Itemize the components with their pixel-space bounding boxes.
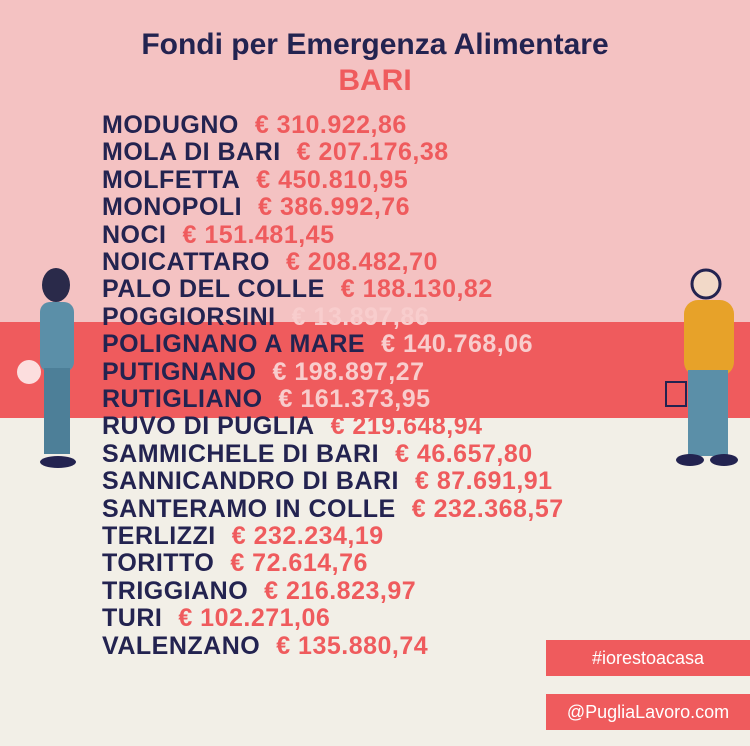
municipality: MONOPOLI	[102, 193, 243, 222]
municipality: PALO DEL COLLE	[102, 275, 325, 304]
municipality: VALENZANO	[102, 631, 261, 660]
amount: € 310.922,86	[254, 111, 407, 139]
fund-row: SANNICANDRO DI BARI € 87.691,91	[102, 468, 553, 495]
amount: € 386.992,76	[258, 193, 411, 222]
municipality: TORITTO	[102, 549, 215, 578]
hashtag: #iorestoacasa	[546, 640, 750, 676]
fund-row: TERLIZZI € 232.234,19	[102, 523, 384, 550]
municipality: NOICATTARO	[102, 248, 270, 276]
amount: € 219.648,94	[330, 412, 483, 441]
amount: € 198.897,27	[272, 357, 425, 386]
fund-row: VALENZANO € 135.880,74	[102, 631, 429, 660]
fund-row: POLIGNANO A MARE € 140.768,06	[102, 331, 533, 358]
municipality: RUTIGLIANO	[102, 385, 263, 413]
amount: € 13.897,86	[291, 302, 430, 331]
municipality: PUTIGNANO	[102, 357, 257, 386]
fund-row: TRIGGIANO € 216.823,97	[102, 576, 417, 605]
fund-row: PALO DEL COLLE € 188.130,82	[102, 276, 493, 303]
amount: € 135.880,74	[276, 631, 429, 660]
fund-row: SAMMICHELE DI BARI € 46.657,80	[102, 439, 533, 468]
amount: € 46.657,80	[395, 439, 533, 468]
municipality: SANNICANDRO DI BARI	[102, 467, 399, 496]
amount: € 87.691,91	[415, 467, 553, 496]
amount: € 151.481,45	[182, 220, 335, 249]
municipality: MOLFETTA	[102, 165, 241, 194]
woman-figure	[8, 268, 76, 468]
fund-row: SANTERAMO IN COLLE € 232.368,57	[102, 494, 564, 523]
amount: € 232.234,19	[231, 522, 384, 550]
amount: € 140.768,06	[381, 330, 534, 359]
title: Fondi per Emergenza Alimentare	[141, 28, 609, 61]
fund-row: TURI € 102.271,06	[102, 605, 330, 632]
fund-row: TORITTO € 72.614,76	[102, 550, 368, 577]
fund-row: MONOPOLI € 386.992,76	[102, 194, 410, 221]
amount: € 232.368,57	[411, 494, 564, 523]
municipality: TERLIZZI	[102, 522, 216, 550]
amount: € 450.810,95	[256, 165, 409, 194]
amount: € 102.271,06	[178, 604, 331, 633]
handle: @PugliaLavoro.com	[546, 694, 750, 730]
fund-row: RUVO DI PUGLIA € 219.648,94	[102, 413, 483, 440]
fund-row: RUTIGLIANO € 161.373,95	[102, 386, 431, 413]
fund-row: MOLA DI BARI € 207.176,38	[102, 139, 449, 166]
subtitle: BARI	[338, 64, 412, 97]
fund-row: NOICATTARO € 208.482,70	[102, 249, 438, 276]
municipality: RUVO DI PUGLIA	[102, 412, 315, 441]
municipality: MOLA DI BARI	[102, 138, 281, 167]
amount: € 72.614,76	[230, 549, 368, 578]
municipality: POLIGNANO A MARE	[102, 330, 366, 359]
amount: € 208.482,70	[285, 248, 438, 276]
municipality: TRIGGIANO	[102, 576, 249, 605]
amount: € 161.373,95	[278, 385, 431, 413]
amount: € 188.130,82	[340, 275, 493, 304]
fund-row: PUTIGNANO € 198.897,27	[102, 357, 425, 386]
municipality: POGGIORSINI	[102, 302, 276, 331]
fund-row: MODUGNO € 310.922,86	[102, 112, 407, 139]
municipality: SANTERAMO IN COLLE	[102, 494, 396, 523]
fund-row: MOLFETTA € 450.810,95	[102, 165, 409, 194]
municipality: NOCI	[102, 220, 167, 249]
municipality: SAMMICHELE DI BARI	[102, 439, 380, 468]
fund-row: POGGIORSINI € 13.897,86	[102, 302, 430, 331]
fund-row: NOCI € 151.481,45	[102, 220, 335, 249]
amount: € 216.823,97	[264, 576, 417, 605]
municipality: TURI	[102, 604, 163, 633]
municipality: MODUGNO	[102, 111, 239, 139]
man-figure	[665, 268, 738, 466]
amount: € 207.176,38	[296, 138, 449, 167]
